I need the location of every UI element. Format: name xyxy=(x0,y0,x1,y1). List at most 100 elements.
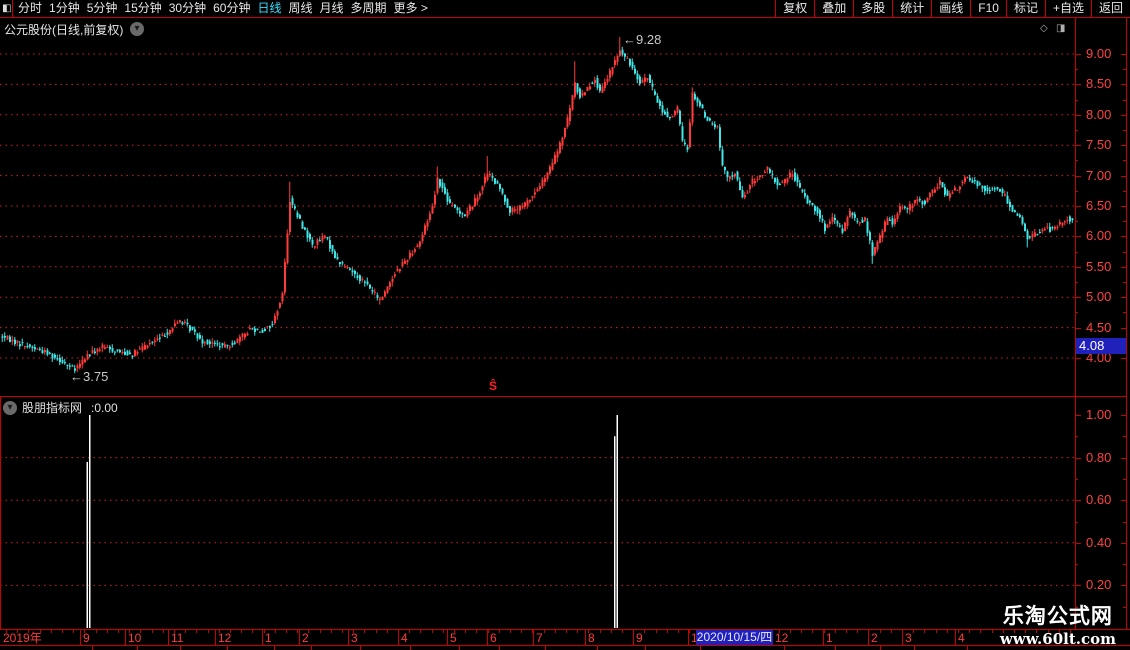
indicator-axis-label: 0.80 xyxy=(1086,449,1112,465)
period-tab-更多 >[interactable]: 更多 > xyxy=(393,1,428,15)
timeline-minor-tick xyxy=(823,630,825,633)
axis-tick xyxy=(1121,114,1126,116)
timeline-month-label: 10 xyxy=(128,631,142,645)
timeline-minor-tick xyxy=(969,630,971,633)
watermark-url: www.60lt.com xyxy=(999,630,1116,648)
timeline-minor-tick xyxy=(420,630,422,633)
axis-tick xyxy=(1121,500,1126,502)
timeline-minor-tick xyxy=(129,630,131,633)
period-toolbar: ◧ 分时 1分钟 5分钟 15分钟 30分钟 60分钟 日线 周线 月线 多周期 更多 > 复权 叠加… xyxy=(0,0,1130,18)
action-button-统计[interactable]: 统计 xyxy=(900,1,925,15)
timeline-minor-tick xyxy=(689,630,691,633)
timeline-minor-tick xyxy=(879,630,881,633)
price-axis-label: 6.00 xyxy=(1086,228,1112,244)
timeline-month-label: 2 xyxy=(871,631,878,645)
period-tab-1分钟[interactable]: 1分钟 xyxy=(49,1,80,15)
panel-divider-line[interactable] xyxy=(0,396,1127,397)
indicator-chart[interactable] xyxy=(0,397,1075,629)
window-split-icon[interactable]: ◧ xyxy=(2,3,12,14)
timeline-minor-tick xyxy=(39,630,41,633)
timeline-minor-tick xyxy=(375,630,377,633)
timeline-minor-tick xyxy=(1058,630,1060,633)
cropped-bottom-toolbar xyxy=(0,646,1130,650)
cropped-toolbar-mark xyxy=(645,646,646,650)
period-tab-15分钟[interactable]: 15分钟 xyxy=(124,1,162,15)
action-button-多股[interactable]: 多股 xyxy=(861,1,886,15)
timeline-month-label: 3 xyxy=(905,631,912,645)
toolbar-divider xyxy=(1090,0,1092,17)
timeline-minor-tick xyxy=(442,630,444,633)
timeline-minor-tick xyxy=(6,630,7,633)
split-square-icon[interactable]: ◨ xyxy=(1056,23,1066,34)
action-button-F10[interactable]: F10 xyxy=(978,1,999,15)
toolbar-divider xyxy=(775,0,777,17)
period-tab-5分钟[interactable]: 5分钟 xyxy=(86,1,118,15)
action-button-+自选[interactable]: +自选 xyxy=(1052,1,1084,15)
timeline-minor-tick xyxy=(1025,630,1027,633)
timeline-minor-tick xyxy=(106,630,108,633)
timeline-month-label: 1 xyxy=(691,631,698,645)
timeline-month-label: 9 xyxy=(83,631,90,645)
price-axis-line xyxy=(1075,18,1076,645)
timeline-minor-tick xyxy=(151,630,153,633)
axis-tick xyxy=(1123,160,1126,162)
axis-tick xyxy=(1075,564,1078,566)
axis-tick xyxy=(1075,542,1081,544)
period-tab-60分钟[interactable]: 60分钟 xyxy=(213,1,251,15)
period-tab-分时[interactable]: 分时 xyxy=(18,1,43,15)
timeline-minor-tick xyxy=(330,630,332,633)
timeline-month-divider xyxy=(447,630,448,645)
timeline-axis[interactable]: 2019年 9 10 11 12 1 2 3 4 5 6 7 8 9 1 12 1 2 3 4 2020/10/15… xyxy=(0,630,1130,645)
period-tabs: 分时 1分钟 5分钟 15分钟 30分钟 60分钟 日线 周线 月线 多周期 更多 > xyxy=(18,0,428,17)
timeline-minor-tick xyxy=(554,630,556,633)
axis-tick xyxy=(1123,69,1126,71)
action-button-返回[interactable]: 返回 xyxy=(1098,1,1123,15)
period-tab-周线[interactable]: 周线 xyxy=(288,1,313,15)
timeline-minor-tick xyxy=(1002,630,1004,633)
period-tab-30分钟[interactable]: 30分钟 xyxy=(168,1,207,15)
timeline-minor-tick xyxy=(274,630,276,633)
action-button-复权[interactable]: 复权 xyxy=(783,1,808,15)
cropped-toolbar-mark xyxy=(360,646,361,650)
axis-tick xyxy=(1121,175,1126,177)
timeline-minor-tick xyxy=(890,630,892,633)
timeline-minor-tick xyxy=(790,630,791,633)
axis-tick xyxy=(1075,114,1081,116)
action-button-标记[interactable]: 标记 xyxy=(1013,1,1038,15)
cropped-toolbar-mark xyxy=(967,646,968,650)
chevron-down-icon[interactable]: ▾ xyxy=(130,22,144,36)
timeline-minor-tick xyxy=(980,630,982,633)
timeline-minor-tick xyxy=(846,630,847,633)
diamond-icon[interactable]: ◇ xyxy=(1040,23,1048,34)
action-button-画线[interactable]: 画线 xyxy=(939,1,964,15)
timeline-minor-tick xyxy=(230,630,231,633)
axis-tick xyxy=(1123,436,1126,438)
action-button-叠加[interactable]: 叠加 xyxy=(822,1,847,15)
timeline-minor-tick xyxy=(913,630,915,633)
axis-tick xyxy=(1075,500,1081,502)
toolbar-divider xyxy=(1044,0,1046,17)
indicator-name[interactable]: 股朋指标网 xyxy=(22,401,83,415)
axis-tick xyxy=(1121,585,1126,587)
timeline-minor-tick xyxy=(17,630,19,633)
timeline-minor-tick xyxy=(431,630,433,633)
period-tab-月线[interactable]: 月线 xyxy=(319,1,344,15)
chevron-down-icon[interactable]: ▾ xyxy=(3,400,17,415)
cropped-toolbar-mark xyxy=(180,646,181,650)
timeline-minor-tick xyxy=(1070,630,1071,633)
cropped-toolbar-mark xyxy=(835,646,836,650)
timeline-minor-tick xyxy=(678,630,679,633)
timeline-month-label: 1 xyxy=(826,631,833,645)
timeline-minor-tick xyxy=(498,630,500,633)
period-tab-多周期[interactable]: 多周期 xyxy=(350,1,387,15)
price-axis-label: 7.00 xyxy=(1086,167,1112,183)
axis-tick xyxy=(1121,297,1126,299)
timeline-minor-tick xyxy=(241,630,243,633)
price-axis-label: 8.50 xyxy=(1086,76,1112,92)
timeline-top-border xyxy=(0,629,1130,630)
candlestick-chart[interactable] xyxy=(0,18,1075,396)
period-tab-日线[interactable]: 日线 xyxy=(257,1,282,15)
axis-tick xyxy=(1075,84,1081,86)
cropped-toolbar-mark xyxy=(92,646,93,650)
indicator-axis-label: 0.20 xyxy=(1086,577,1112,593)
